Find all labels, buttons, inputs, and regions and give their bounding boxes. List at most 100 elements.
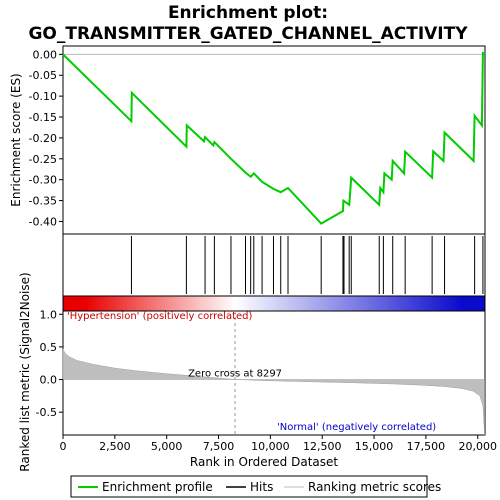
rank-bar-segment: [91, 296, 96, 311]
rank-bar-segment: [94, 296, 99, 311]
negative-correlation-label: 'Normal' (negatively correlated): [277, 422, 436, 433]
metric-y-tick-label: 0.0: [40, 374, 58, 387]
rank-bar-segment: [439, 296, 444, 311]
rank-bar-segment: [203, 296, 208, 311]
hit-marks: [130, 236, 484, 294]
rank-bar-segment: [295, 296, 300, 311]
rank-bar-segment: [196, 296, 201, 311]
rank-bar-segment: [474, 296, 479, 311]
rank-bar-segment: [182, 296, 187, 311]
metric-y-ticks: 1.0 0.5 0.0 -0.5: [36, 308, 63, 419]
rank-bar-segment: [231, 296, 236, 311]
legend-metric-label: Ranking metric scores: [308, 480, 441, 494]
chart-title-line2: GO_TRANSMITTER_GATED_CHANNEL_ACTIVITY: [28, 24, 468, 44]
rank-bar-segment: [154, 296, 159, 311]
rank-bar-segment: [80, 296, 85, 311]
rank-bar-segment: [358, 296, 363, 311]
rank-bar-segment: [249, 296, 254, 311]
es-y-tick-label: -0.15: [29, 111, 57, 124]
x-tick-label: 17,500: [407, 440, 446, 453]
rank-bar-segment: [136, 296, 141, 311]
ranking-metric-area: [62, 348, 485, 436]
rank-bar-segment: [368, 296, 373, 311]
rank-bar-segment: [446, 296, 451, 311]
rank-bar-segment: [400, 296, 405, 311]
metric-y-tick-label: -0.5: [36, 406, 57, 419]
rank-bar-segment: [418, 296, 423, 311]
rank-bar-segment: [288, 296, 292, 311]
rank-bar-segment: [421, 296, 426, 311]
legend-hits-label: Hits: [250, 480, 273, 494]
x-tick-label: 0: [60, 440, 67, 453]
rank-bar-segment: [157, 296, 162, 311]
rank-bar-segment: [133, 296, 138, 311]
rank-bar-segment: [70, 296, 74, 311]
rank-bar-segment: [323, 296, 328, 311]
rank-bar-segment: [224, 296, 229, 311]
rank-bar-segment: [101, 296, 106, 311]
rank-bar-segment: [326, 296, 331, 311]
rank-bar-segment: [266, 296, 271, 311]
es-y-tick-label: -0.05: [29, 69, 57, 82]
rank-bar-segment: [354, 296, 359, 311]
rank-bar-segment: [126, 296, 131, 311]
rank-bar-segment: [435, 296, 440, 311]
rank-bar-segment: [330, 296, 335, 311]
rank-bar-segment: [186, 296, 190, 311]
rank-bar-segment: [87, 296, 92, 311]
rank-bar-segment: [337, 296, 342, 311]
positive-correlation-label: 'Hypertension' (positively correlated): [67, 311, 253, 322]
rank-bar-segment: [463, 296, 468, 311]
rank-bar-segment: [228, 296, 233, 311]
rank-bar-segment: [122, 296, 127, 311]
rank-bar-segment: [407, 296, 412, 311]
es-y-tick-label: -0.25: [29, 153, 57, 166]
rank-bar-segment: [179, 296, 183, 311]
rank-bar-segment: [284, 296, 289, 311]
rank-bar-segment: [456, 296, 461, 311]
es-y-tick-label: -0.35: [29, 195, 57, 208]
rank-bar-segment: [98, 296, 103, 311]
rank-bar-segment: [477, 296, 482, 311]
rank-bar-segment: [386, 296, 391, 311]
rank-bar-segment: [344, 296, 349, 311]
rank-bar-segment: [172, 296, 176, 311]
rank-bar-segment: [207, 296, 212, 311]
rank-bar-segment: [84, 296, 89, 311]
rank-bar-segment: [460, 296, 465, 311]
metric-y-tick-label: 0.5: [40, 341, 58, 354]
rank-bar-segment: [112, 296, 117, 311]
rank-bar-segment: [73, 296, 78, 311]
rank-bar-segment: [277, 296, 282, 311]
rank-bar-segment: [428, 296, 433, 311]
rank-bar-segment: [140, 296, 145, 311]
rank-bar-segment: [319, 296, 324, 311]
rank-bar-segment: [274, 296, 278, 311]
es-y-tick-label: -0.20: [29, 132, 57, 145]
es-y-axis-label: Enrichment score (ES): [9, 73, 23, 206]
rank-bar-segment: [333, 296, 338, 311]
rank-bar-segment: [210, 296, 215, 311]
rank-bar-segment: [129, 296, 134, 311]
rank-bar-segment: [305, 296, 310, 311]
metric-y-axis-label: Ranked list metric (Signal2Noise): [18, 272, 32, 471]
rank-bar-segment: [312, 296, 317, 311]
rank-bar-segment: [453, 296, 458, 311]
chart-title-line1: Enrichment plot:: [168, 3, 328, 23]
rank-bar-segment: [372, 296, 377, 311]
rank-bar-segment: [242, 296, 247, 311]
rank-bar-segment: [259, 296, 264, 311]
rank-bar-segment: [200, 296, 205, 311]
x-tick-label: 2,500: [99, 440, 131, 453]
rank-bar-segment: [351, 296, 356, 311]
rank-bar-segment: [302, 296, 307, 311]
x-tick-label: 20,000: [458, 440, 497, 453]
rank-bar-segment: [442, 296, 447, 311]
rank-bar-segment: [404, 296, 409, 311]
enrichment-profile-line: [62, 51, 486, 225]
rank-bar-segment: [383, 296, 387, 311]
x-tick-label: 7,500: [203, 440, 235, 453]
rank-bar-segment: [393, 296, 398, 311]
rank-bar-segment: [390, 296, 394, 311]
hits-panel-frame: [62, 233, 486, 297]
